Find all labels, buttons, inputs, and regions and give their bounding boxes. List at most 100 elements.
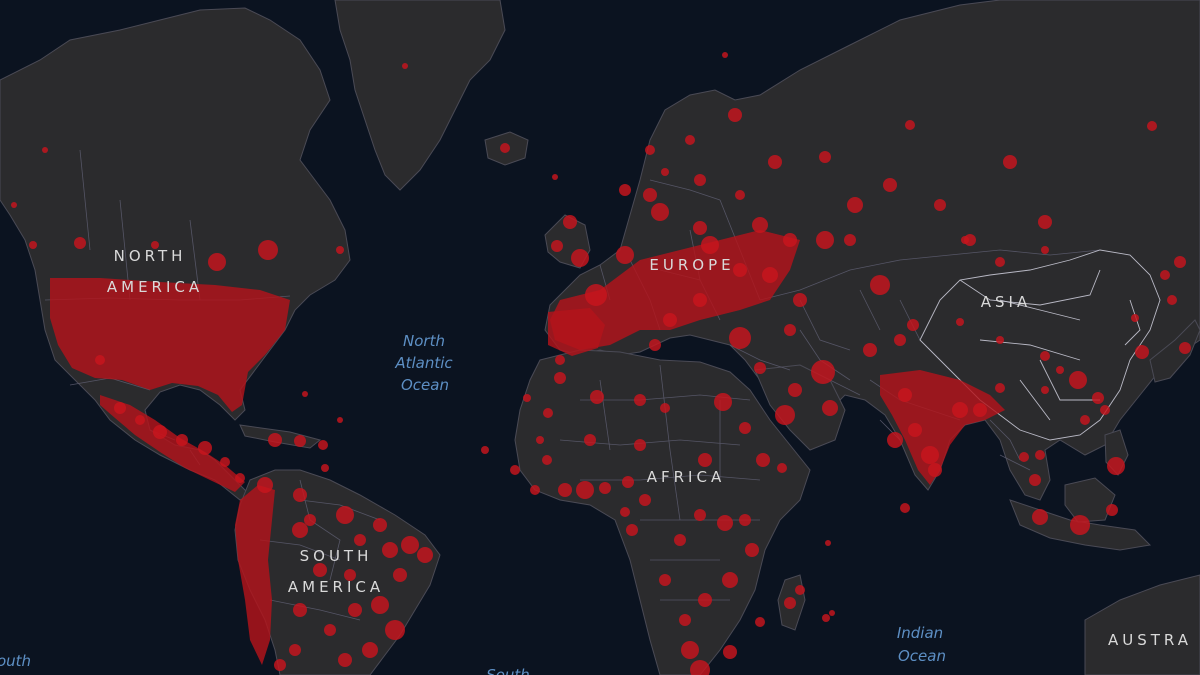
case-marker[interactable] <box>257 477 273 493</box>
case-marker[interactable] <box>795 585 805 595</box>
case-marker[interactable] <box>620 507 630 517</box>
case-marker[interactable] <box>563 215 577 229</box>
case-marker[interactable] <box>634 439 646 451</box>
case-marker[interactable] <box>1100 405 1110 415</box>
case-marker[interactable] <box>639 494 651 506</box>
case-marker[interactable] <box>661 168 669 176</box>
case-marker[interactable] <box>847 197 863 213</box>
case-marker[interactable] <box>995 257 1005 267</box>
case-marker[interactable] <box>616 246 634 264</box>
case-marker[interactable] <box>894 334 906 346</box>
case-marker[interactable] <box>1107 457 1125 475</box>
case-marker[interactable] <box>739 514 751 526</box>
case-marker[interactable] <box>659 574 671 586</box>
case-marker[interactable] <box>961 236 969 244</box>
case-marker[interactable] <box>622 476 634 488</box>
case-marker[interactable] <box>698 453 712 467</box>
case-marker[interactable] <box>293 603 307 617</box>
case-marker[interactable] <box>619 184 631 196</box>
case-marker[interactable] <box>558 483 572 497</box>
case-marker[interactable] <box>698 593 712 607</box>
case-marker[interactable] <box>151 241 159 249</box>
case-marker[interactable] <box>829 610 835 616</box>
case-marker[interactable] <box>887 432 903 448</box>
case-marker[interactable] <box>674 534 686 546</box>
case-marker[interactable] <box>996 336 1004 344</box>
case-marker[interactable] <box>354 534 366 546</box>
case-marker[interactable] <box>649 339 661 351</box>
case-marker[interactable] <box>1035 450 1045 460</box>
case-marker[interactable] <box>571 249 589 267</box>
case-marker[interactable] <box>1147 121 1157 131</box>
case-marker[interactable] <box>274 659 286 671</box>
case-marker[interactable] <box>555 355 565 365</box>
case-marker[interactable] <box>898 388 912 402</box>
case-marker[interactable] <box>324 624 336 636</box>
case-marker[interactable] <box>1056 366 1064 374</box>
case-marker[interactable] <box>318 440 328 450</box>
case-marker[interactable] <box>11 202 17 208</box>
case-marker[interactable] <box>135 415 145 425</box>
case-marker[interactable] <box>294 435 306 447</box>
case-marker[interactable] <box>693 293 707 307</box>
case-marker[interactable] <box>745 543 759 557</box>
case-marker[interactable] <box>883 178 897 192</box>
case-marker[interactable] <box>1179 342 1191 354</box>
case-marker[interactable] <box>634 394 646 406</box>
case-marker[interactable] <box>510 465 520 475</box>
case-marker[interactable] <box>660 403 670 413</box>
case-marker[interactable] <box>385 620 405 640</box>
case-marker[interactable] <box>198 441 212 455</box>
case-marker[interactable] <box>584 434 596 446</box>
case-marker[interactable] <box>1092 392 1104 404</box>
case-marker[interactable] <box>1131 314 1139 322</box>
case-marker[interactable] <box>1106 504 1118 516</box>
case-marker[interactable] <box>952 402 968 418</box>
case-marker[interactable] <box>739 422 751 434</box>
case-marker[interactable] <box>114 402 126 414</box>
case-marker[interactable] <box>816 231 834 249</box>
case-marker[interactable] <box>336 246 344 254</box>
case-marker[interactable] <box>338 653 352 667</box>
case-marker[interactable] <box>1070 515 1090 535</box>
case-marker[interactable] <box>722 52 728 58</box>
case-marker[interactable] <box>921 446 939 464</box>
case-marker[interactable] <box>735 190 745 200</box>
case-marker[interactable] <box>651 203 669 221</box>
case-marker[interactable] <box>995 383 1005 393</box>
case-marker[interactable] <box>768 155 782 169</box>
case-marker[interactable] <box>956 318 964 326</box>
case-marker[interactable] <box>554 372 566 384</box>
case-marker[interactable] <box>762 267 778 283</box>
case-marker[interactable] <box>1069 371 1087 389</box>
case-marker[interactable] <box>788 383 802 397</box>
case-marker[interactable] <box>417 547 433 563</box>
case-marker[interactable] <box>348 603 362 617</box>
case-marker[interactable] <box>1160 270 1170 280</box>
case-marker[interactable] <box>153 425 167 439</box>
case-marker[interactable] <box>870 275 890 295</box>
case-marker[interactable] <box>289 644 301 656</box>
case-marker[interactable] <box>645 145 655 155</box>
case-marker[interactable] <box>928 463 942 477</box>
case-marker[interactable] <box>694 509 706 521</box>
case-marker[interactable] <box>934 199 946 211</box>
case-marker[interactable] <box>1174 256 1186 268</box>
case-marker[interactable] <box>717 515 733 531</box>
case-marker[interactable] <box>900 503 910 513</box>
case-marker[interactable] <box>863 343 877 357</box>
case-marker[interactable] <box>844 234 856 246</box>
case-marker[interactable] <box>777 463 787 473</box>
case-marker[interactable] <box>1041 246 1049 254</box>
case-marker[interactable] <box>1032 509 1048 525</box>
case-marker[interactable] <box>728 108 742 122</box>
case-marker[interactable] <box>907 319 919 331</box>
case-marker[interactable] <box>784 597 796 609</box>
case-marker[interactable] <box>530 485 540 495</box>
case-marker[interactable] <box>551 240 563 252</box>
case-marker[interactable] <box>321 464 329 472</box>
case-marker[interactable] <box>268 433 282 447</box>
case-marker[interactable] <box>500 143 510 153</box>
case-marker[interactable] <box>1019 452 1029 462</box>
